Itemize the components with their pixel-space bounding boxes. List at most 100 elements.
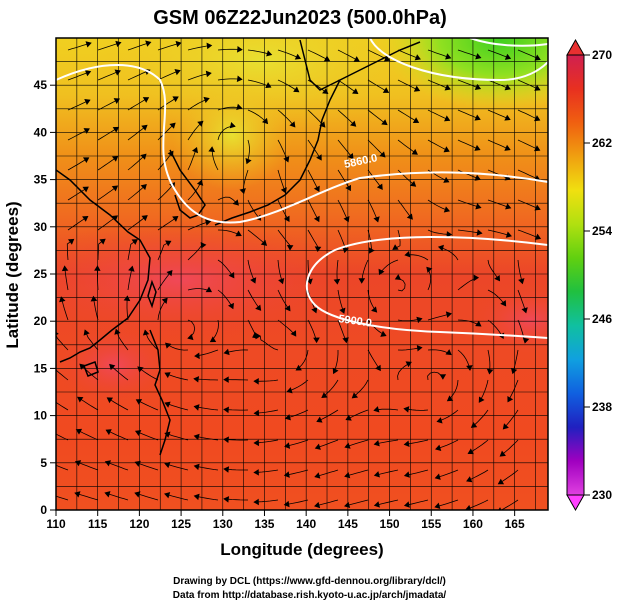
x-axis-ticks: 110 115 120 125 130 135 140 145 150 155 160 165 xyxy=(46,510,525,531)
colorbar-tick-label: 254 xyxy=(592,224,612,238)
streamline-arrowhead xyxy=(494,274,501,282)
colorbar-tick-label: 230 xyxy=(592,488,612,502)
streamline-arrowhead xyxy=(114,328,121,335)
streamline-arrowhead xyxy=(112,126,120,133)
streamline-arrowhead xyxy=(74,460,82,467)
streamline-arrowhead xyxy=(534,115,541,122)
streamline-arrowhead xyxy=(165,342,172,349)
streamline-arrowhead xyxy=(443,176,450,183)
streamline-arrowhead xyxy=(172,96,179,103)
streamline xyxy=(56,401,69,411)
streamline-arrowhead xyxy=(504,144,511,151)
streamline-arrowhead xyxy=(193,463,200,471)
streamline-arrowhead xyxy=(134,430,142,436)
streamline-arrowhead xyxy=(164,372,171,379)
x-tick-label: 120 xyxy=(129,517,149,531)
colorbar-fill xyxy=(567,55,584,495)
streamline-arrowhead xyxy=(223,406,229,414)
cold-low-center xyxy=(172,80,292,190)
streamline-arrowhead xyxy=(82,186,89,193)
streamline-arrowhead xyxy=(59,296,66,303)
streamline-arrowhead xyxy=(383,55,391,62)
streamline-arrowhead xyxy=(284,305,291,312)
streamline-arrowhead xyxy=(342,247,349,254)
streamline-arrowhead xyxy=(504,84,511,91)
streamline-arrowhead xyxy=(403,440,410,448)
coastline-sakhalin-kuril xyxy=(299,39,421,91)
coastline-japan xyxy=(214,79,341,226)
streamline-arrowhead xyxy=(141,215,148,222)
plot-area: 5860.0 5900.0 xyxy=(56,38,548,510)
streamline-arrowhead xyxy=(141,124,148,131)
streamline-arrowhead xyxy=(164,492,171,499)
streamline-arrowhead xyxy=(115,40,122,48)
x-tick-label: 155 xyxy=(421,517,441,531)
coastline-hainan xyxy=(83,361,99,377)
streamline-arrowhead xyxy=(113,98,120,105)
colorbar-tick-label: 262 xyxy=(592,136,612,150)
contour-5900-line xyxy=(305,235,548,339)
streamline-arrowhead xyxy=(534,145,541,152)
streamline-arrowhead xyxy=(164,401,171,408)
x-tick-label: 150 xyxy=(380,517,400,531)
streamline-arrowhead xyxy=(403,406,410,413)
colorbar-top-triangle xyxy=(566,38,585,56)
streamline-arrowhead xyxy=(380,330,387,337)
streamline-arrowhead xyxy=(227,302,234,310)
streamline-arrowhead xyxy=(228,271,235,279)
streamline-arrowhead xyxy=(486,368,494,375)
streamline-arrowhead xyxy=(534,54,541,61)
streamline-arrowhead xyxy=(90,295,98,302)
streamline-arrowhead xyxy=(166,270,173,277)
streamline-arrowhead xyxy=(284,442,291,449)
streamline-arrowhead xyxy=(205,219,212,226)
streamline-arrowhead xyxy=(311,306,318,314)
streamline-arrowhead xyxy=(142,329,150,336)
streamline-arrowhead xyxy=(534,84,541,91)
streamline-arrowhead xyxy=(223,496,230,503)
streamline xyxy=(259,335,279,351)
streamline-arrowhead xyxy=(342,337,349,344)
streamline-arrowhead xyxy=(373,471,380,478)
streamline-arrowhead xyxy=(253,377,259,385)
streamline-arrowhead xyxy=(445,311,452,318)
streamline-arrowhead xyxy=(205,286,213,293)
streamline-arrowhead xyxy=(443,206,451,213)
streamline-arrowhead xyxy=(502,423,509,430)
streamline xyxy=(500,499,519,510)
streamline-arrowhead xyxy=(416,344,423,352)
warm-spot-south-china-sea xyxy=(56,325,175,405)
streamline-arrowhead xyxy=(466,365,473,371)
streamline-arrowhead xyxy=(260,239,268,246)
streamline-arrowhead xyxy=(475,53,482,60)
x-tick-label: 115 xyxy=(88,517,108,531)
streamline-arrowhead xyxy=(373,501,380,508)
streamline-arrowhead xyxy=(518,278,525,285)
streamline-arrowhead xyxy=(206,42,213,50)
y-tick-label: 35 xyxy=(34,173,48,187)
streamline-arrowhead xyxy=(497,478,505,485)
streamline-arrowhead xyxy=(445,53,452,60)
streamline-arrowhead xyxy=(504,114,511,121)
streamline-arrowhead xyxy=(77,396,84,403)
streamline-arrowhead xyxy=(208,146,215,153)
streamline-arrowhead xyxy=(378,268,385,276)
coastline-taiwan xyxy=(147,279,157,309)
streamline-arrowhead xyxy=(499,450,506,457)
streamline-arrowhead xyxy=(373,406,380,413)
streamline-arrowhead xyxy=(209,336,217,343)
streamline-arrowhead xyxy=(313,337,320,344)
streamline-arrowhead xyxy=(314,443,321,450)
streamline-arrowhead xyxy=(175,40,182,48)
contour-northeast-line-2 xyxy=(469,38,548,47)
streamline-arrowhead xyxy=(223,348,230,356)
credit-drawing: Drawing by DCL (https://www.gfd-dennou.o… xyxy=(173,576,446,587)
streamline xyxy=(56,334,69,351)
streamline-arrowhead xyxy=(405,361,412,368)
y-tick-label: 30 xyxy=(34,220,48,234)
colorbar-tick-label: 246 xyxy=(592,312,612,326)
streamline-arrowhead xyxy=(187,333,194,341)
streamline-arrowhead xyxy=(411,148,418,155)
streamline-arrowhead xyxy=(434,473,441,480)
streamline-arrowhead xyxy=(344,442,351,449)
